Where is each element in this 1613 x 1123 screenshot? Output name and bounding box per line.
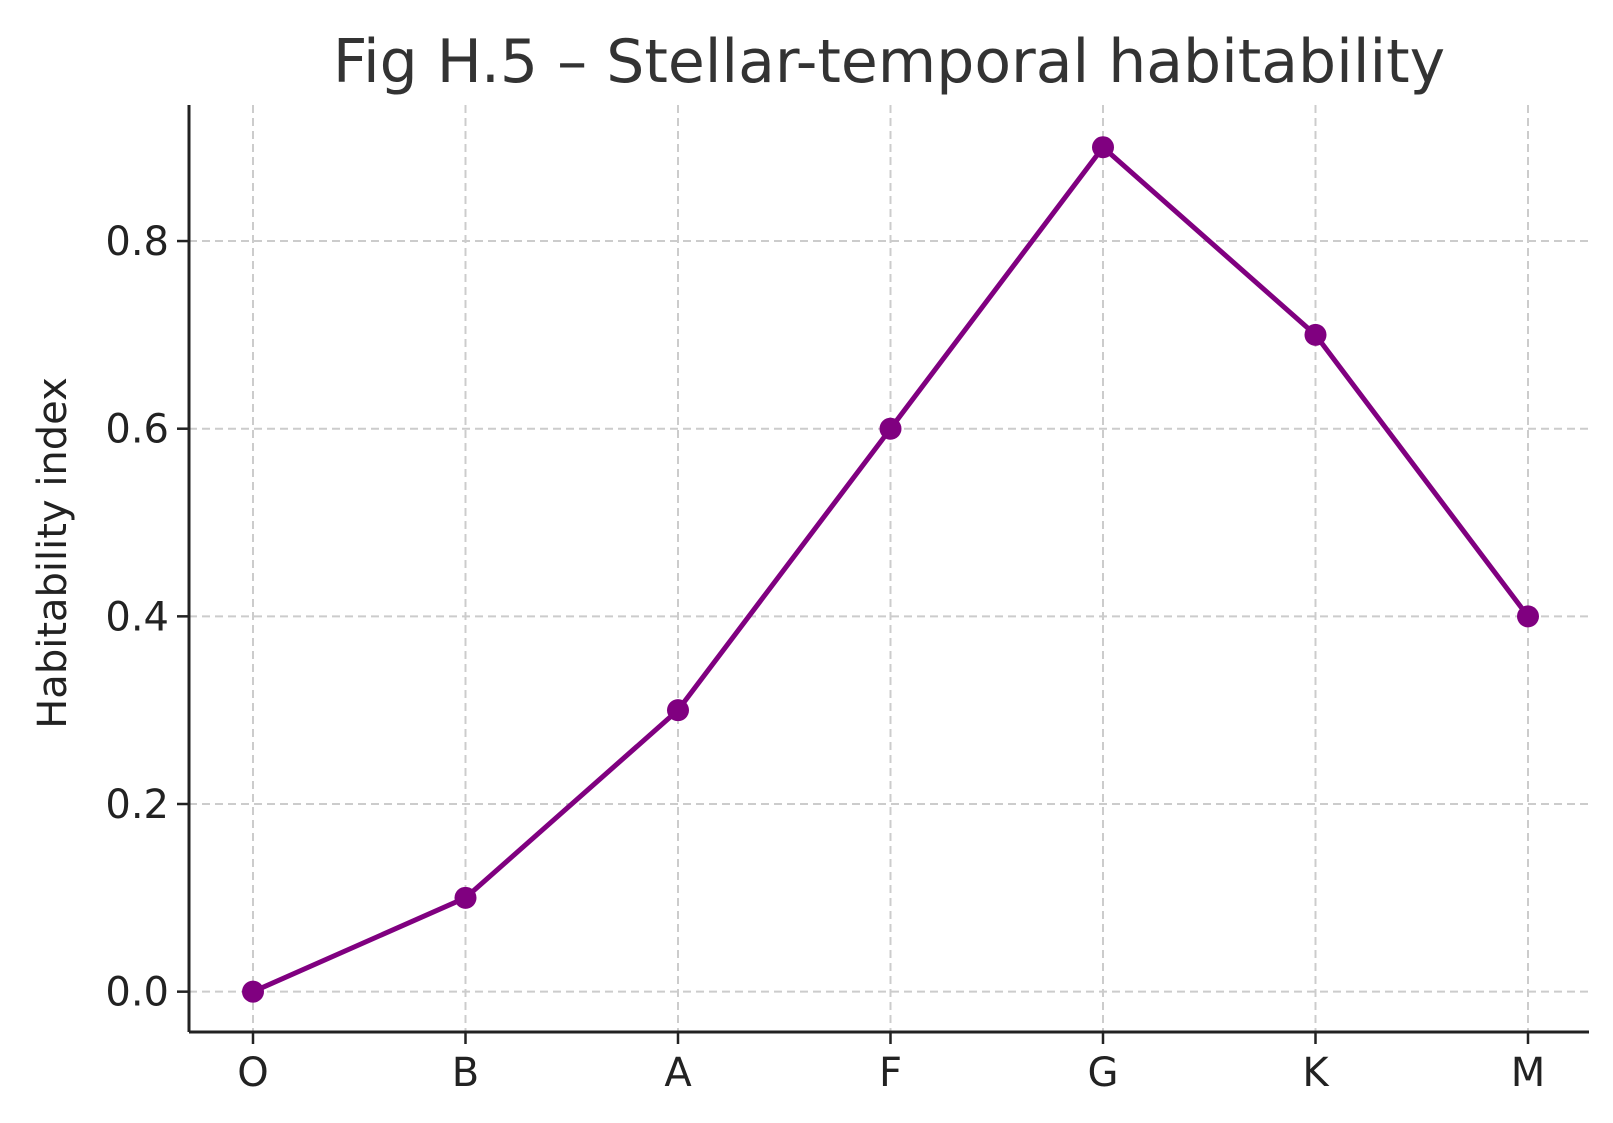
series — [242, 136, 1539, 1003]
y-tick-label-3: 0.6 — [105, 407, 169, 453]
data-point-A — [667, 699, 689, 722]
chart-title: Fig H.5 – Stellar-temporal habitability — [333, 27, 1445, 97]
y-tick-label-4: 0.8 — [105, 219, 169, 265]
grid — [189, 105, 1589, 1032]
y-tick-label-0: 0.0 — [105, 970, 169, 1016]
data-point-O — [242, 980, 264, 1003]
ticks: O B A F G K M 0.0 0.2 0.4 0.6 0.8 — [105, 219, 1545, 1096]
x-tick-label-G: G — [1088, 1050, 1119, 1096]
x-tick-label-O: O — [237, 1050, 268, 1096]
y-axis-label: Habitability index — [30, 377, 76, 729]
y-tick-label-2: 0.4 — [105, 594, 169, 640]
data-point-G — [1092, 136, 1114, 159]
x-tick-label-K: K — [1302, 1050, 1330, 1096]
x-tick-label-A: A — [664, 1050, 692, 1096]
data-point-M — [1517, 605, 1539, 628]
data-point-K — [1304, 323, 1327, 346]
data-point-B — [454, 886, 477, 909]
data-point-F — [879, 417, 902, 440]
x-tick-label-B: B — [452, 1050, 479, 1096]
x-tick-label-M: M — [1511, 1050, 1546, 1096]
x-tick-label-F: F — [879, 1050, 902, 1096]
axes — [187, 105, 1589, 1034]
y-tick-label-1: 0.2 — [105, 782, 169, 828]
